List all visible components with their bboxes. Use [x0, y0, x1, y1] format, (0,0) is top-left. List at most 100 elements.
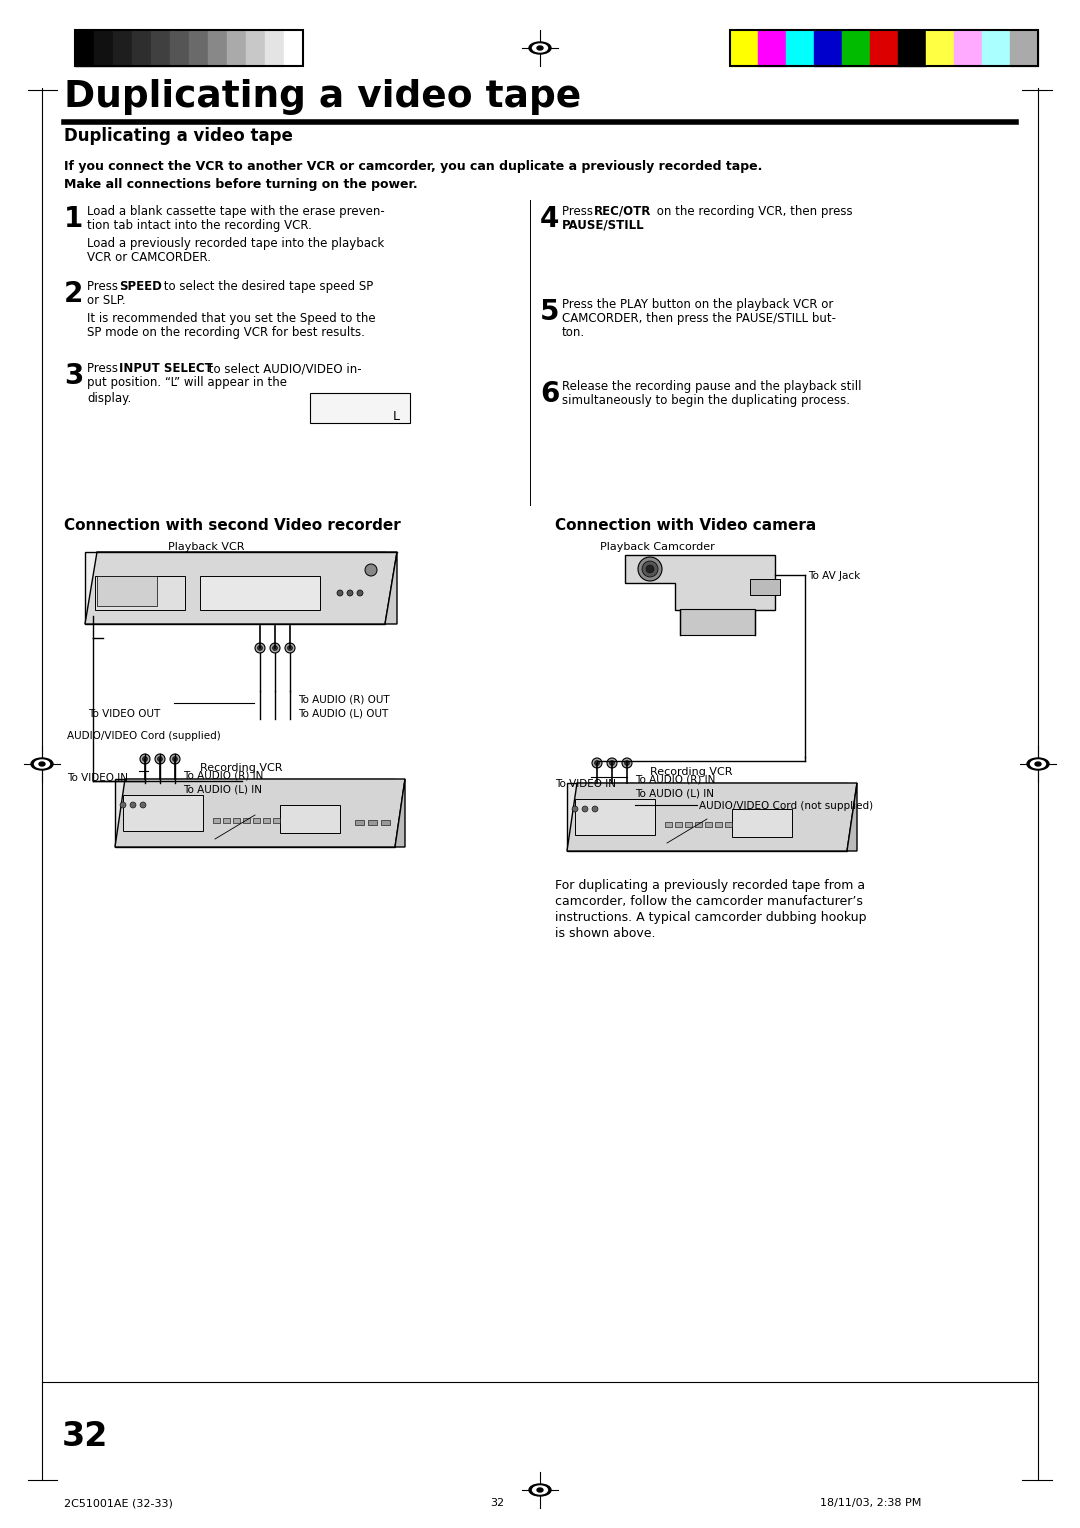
- Ellipse shape: [1027, 758, 1049, 770]
- Bar: [253, 817, 260, 824]
- Bar: [675, 822, 681, 827]
- Circle shape: [143, 756, 148, 761]
- Text: To AV Jack: To AV Jack: [808, 571, 861, 581]
- Bar: [75, 31, 94, 66]
- Polygon shape: [384, 552, 397, 623]
- Text: 5: 5: [540, 298, 559, 325]
- Bar: [732, 808, 792, 837]
- Text: 6: 6: [540, 380, 559, 408]
- Text: SP mode on the recording VCR for best results.: SP mode on the recording VCR for best re…: [87, 325, 365, 339]
- Bar: [575, 799, 654, 834]
- Text: 1: 1: [64, 205, 83, 232]
- Ellipse shape: [39, 762, 45, 766]
- Text: Duplicating a video tape: Duplicating a video tape: [64, 127, 293, 145]
- Ellipse shape: [35, 759, 50, 769]
- Text: display.: display.: [87, 393, 132, 405]
- Bar: [132, 31, 151, 66]
- Bar: [310, 393, 410, 423]
- Text: Press the PLAY button on the playback VCR or: Press the PLAY button on the playback VC…: [562, 298, 834, 312]
- Bar: [730, 31, 758, 66]
- Circle shape: [622, 758, 632, 769]
- Text: INPUT SELECT: INPUT SELECT: [119, 362, 213, 374]
- Circle shape: [257, 645, 262, 651]
- Text: AUDIO/VIDEO Cord (supplied): AUDIO/VIDEO Cord (supplied): [67, 730, 220, 741]
- Circle shape: [158, 756, 162, 761]
- Text: It is recommended that you set the Speed to the: It is recommended that you set the Speed…: [87, 312, 376, 325]
- Bar: [123, 795, 203, 831]
- Text: To VIDEO OUT: To VIDEO OUT: [87, 709, 160, 720]
- Circle shape: [285, 643, 295, 652]
- Circle shape: [646, 565, 654, 573]
- Circle shape: [270, 643, 280, 652]
- Text: simultaneously to begin the duplicating process.: simultaneously to begin the duplicating …: [562, 394, 850, 406]
- Circle shape: [272, 645, 278, 651]
- Bar: [280, 805, 340, 833]
- Text: To AUDIO (L) IN: To AUDIO (L) IN: [183, 784, 262, 795]
- Bar: [243, 817, 249, 824]
- Bar: [685, 822, 692, 827]
- Text: 4: 4: [540, 205, 559, 232]
- Circle shape: [170, 753, 180, 764]
- Text: Press: Press: [87, 280, 122, 293]
- Bar: [227, 31, 246, 66]
- Ellipse shape: [1030, 759, 1045, 769]
- Text: If you connect the VCR to another VCR or camcorder, you can duplicate a previous: If you connect the VCR to another VCR or…: [64, 160, 762, 173]
- Text: Recording VCR: Recording VCR: [650, 767, 732, 778]
- Circle shape: [347, 590, 353, 596]
- Bar: [208, 31, 227, 66]
- Bar: [842, 31, 870, 66]
- Bar: [680, 610, 755, 636]
- Bar: [97, 576, 157, 607]
- Ellipse shape: [537, 1488, 543, 1491]
- Circle shape: [582, 805, 588, 811]
- Text: 2: 2: [64, 280, 83, 309]
- Bar: [567, 782, 847, 851]
- Text: Connection with Video camera: Connection with Video camera: [555, 518, 816, 533]
- Ellipse shape: [532, 44, 548, 52]
- Bar: [170, 31, 189, 66]
- Bar: [200, 576, 320, 610]
- Circle shape: [609, 761, 615, 766]
- Text: Release the recording pause and the playback still: Release the recording pause and the play…: [562, 380, 862, 393]
- Circle shape: [592, 758, 602, 769]
- Bar: [222, 817, 230, 824]
- Bar: [715, 822, 723, 827]
- Text: 2C51001AE (32-33): 2C51001AE (32-33): [64, 1497, 173, 1508]
- Bar: [926, 31, 954, 66]
- Text: To AUDIO (R) IN: To AUDIO (R) IN: [183, 772, 264, 781]
- Text: camcorder, follow the camcorder manufacturer’s: camcorder, follow the camcorder manufact…: [555, 895, 863, 908]
- Bar: [730, 31, 1038, 66]
- Bar: [94, 31, 113, 66]
- Bar: [273, 817, 280, 824]
- Text: 32: 32: [490, 1497, 504, 1508]
- Bar: [114, 779, 395, 847]
- Circle shape: [140, 753, 150, 764]
- Text: SPEED: SPEED: [119, 280, 162, 293]
- Text: To VIDEO IN: To VIDEO IN: [555, 779, 616, 788]
- Text: Playback VCR: Playback VCR: [168, 542, 244, 552]
- Text: 18/11/03, 2:38 PM: 18/11/03, 2:38 PM: [820, 1497, 921, 1508]
- Circle shape: [156, 753, 165, 764]
- Bar: [870, 31, 897, 66]
- Ellipse shape: [529, 1484, 551, 1496]
- Text: AUDIO/VIDEO Cord (not supplied): AUDIO/VIDEO Cord (not supplied): [699, 801, 873, 811]
- Bar: [786, 31, 814, 66]
- Circle shape: [638, 558, 662, 581]
- Bar: [381, 821, 390, 825]
- Circle shape: [173, 756, 177, 761]
- Bar: [213, 817, 220, 824]
- Text: .: .: [640, 219, 644, 232]
- Text: REC/OTR: REC/OTR: [594, 205, 651, 219]
- Bar: [725, 822, 732, 827]
- Polygon shape: [847, 782, 858, 851]
- Circle shape: [624, 761, 630, 766]
- Text: put position. “L” will appear in the: put position. “L” will appear in the: [87, 376, 287, 390]
- Circle shape: [255, 643, 265, 652]
- Bar: [264, 817, 270, 824]
- Text: to select AUDIO/VIDEO in-: to select AUDIO/VIDEO in-: [205, 362, 362, 374]
- Text: L: L: [393, 410, 400, 423]
- Bar: [95, 576, 185, 610]
- Text: 32: 32: [62, 1420, 108, 1453]
- Text: instructions. A typical camcorder dubbing hookup: instructions. A typical camcorder dubbin…: [555, 911, 866, 924]
- Bar: [75, 31, 303, 66]
